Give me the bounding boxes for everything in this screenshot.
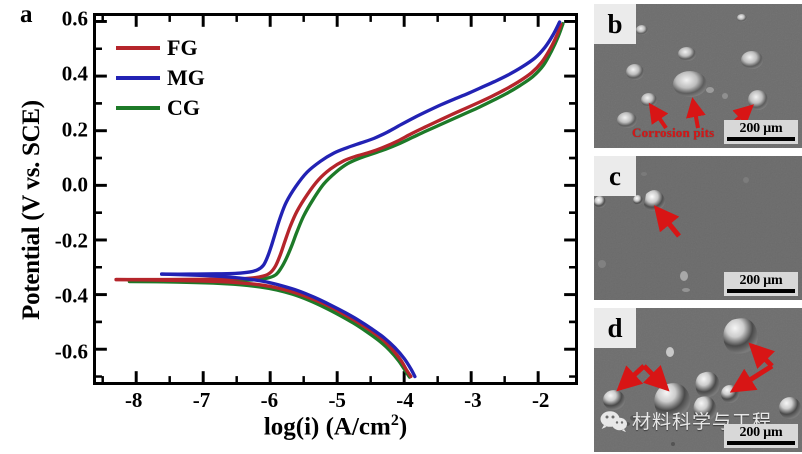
x-tick-label: -6 — [260, 388, 279, 412]
scale-bar-d-rule — [727, 441, 795, 445]
y-tick-label: -0.2 — [54, 228, 88, 253]
corrosion-pit-arrows-d — [616, 342, 775, 393]
panel-c-label: c — [594, 156, 636, 196]
x-axis-title: log(i) (A/cm2) — [93, 412, 578, 441]
panel-d-sem-image: d 材料科学与工程 200 μm — [594, 308, 802, 452]
panel-b-sem-image: b Corrosion pits 200 μm — [594, 4, 802, 148]
legend-swatch-mg — [116, 76, 160, 80]
x-tick-label: -5 — [328, 388, 346, 412]
panel-d-label: d — [594, 308, 636, 348]
scale-bar-c-rule — [727, 289, 795, 293]
y-tick-label: -0.6 — [54, 339, 88, 364]
y-tick-label: -0.4 — [54, 283, 88, 308]
x-tick-label: -7 — [192, 388, 211, 412]
legend-swatch-fg — [116, 46, 160, 50]
legend-item-mg: MG — [116, 63, 246, 93]
wechat-logo-icon — [600, 410, 627, 432]
y-axis-tick-labels: -0.6 -0.4 -0.2 0.0 0.2 0.4 0.6 — [22, 0, 88, 454]
curve-fg-anodic — [114, 22, 563, 282]
y-tick-label: 0.2 — [61, 117, 88, 142]
x-tick-label: -4 — [396, 388, 414, 412]
corrosion-pit-arrows-c — [653, 205, 681, 238]
legend-label-fg: FG — [167, 35, 198, 60]
sem-texture-c — [594, 156, 802, 300]
scale-bar-d: 200 μm — [724, 424, 798, 448]
y-tick-label: 0.0 — [61, 172, 88, 197]
corrosion-pits-annotation: Corrosion pits — [632, 125, 715, 140]
axis-ticks — [96, 16, 575, 382]
curve-mg-cathodic — [159, 272, 417, 379]
y-tick-label: 0.4 — [61, 61, 88, 86]
x-axis-title-exponent: 2 — [390, 412, 399, 429]
plot-area — [93, 13, 578, 385]
curve-mg-anodic — [159, 20, 562, 276]
scale-bar-d-text: 200 μm — [739, 425, 783, 440]
legend-item-fg: FG — [116, 33, 246, 63]
chart-legend: FG MG CG — [116, 33, 246, 123]
legend-item-cg: CG — [116, 93, 246, 123]
panel-a-label: a — [20, 1, 33, 28]
scale-bar-c: 200 μm — [724, 272, 798, 296]
curve-series — [114, 20, 565, 379]
panel-b-label: b — [594, 4, 636, 44]
x-axis-tick-labels: -8 -7 -6 -5 -4 -3 -2 — [0, 390, 586, 420]
panel-a-polarization-chart: a Potential (V vs. SCE) log(i) (A/cm2) -… — [0, 0, 586, 454]
legend-swatch-cg — [116, 106, 160, 110]
x-tick-label: -8 — [124, 388, 143, 412]
curve-fg-cathodic — [114, 277, 413, 379]
scale-bar-c-text: 200 μm — [739, 273, 783, 288]
x-tick-label: -2 — [531, 388, 550, 412]
curve-cg-anodic — [127, 21, 565, 284]
y-tick-label: 0.6 — [61, 6, 88, 31]
x-axis-title-tail: ) — [398, 413, 408, 441]
x-tick-label: -3 — [464, 388, 482, 412]
scale-bar-b-rule — [727, 137, 795, 141]
scale-bar-b: 200 μm — [724, 120, 798, 144]
scale-bar-b-text: 200 μm — [739, 121, 783, 136]
panel-c-sem-image: c 200 μm — [594, 156, 802, 300]
legend-label-mg: MG — [167, 65, 205, 90]
polarization-curves-svg — [96, 16, 575, 382]
curve-cg-cathodic — [127, 279, 412, 379]
legend-label-cg: CG — [167, 95, 200, 120]
x-axis-title-base: log(i) (A/cm — [263, 413, 391, 441]
